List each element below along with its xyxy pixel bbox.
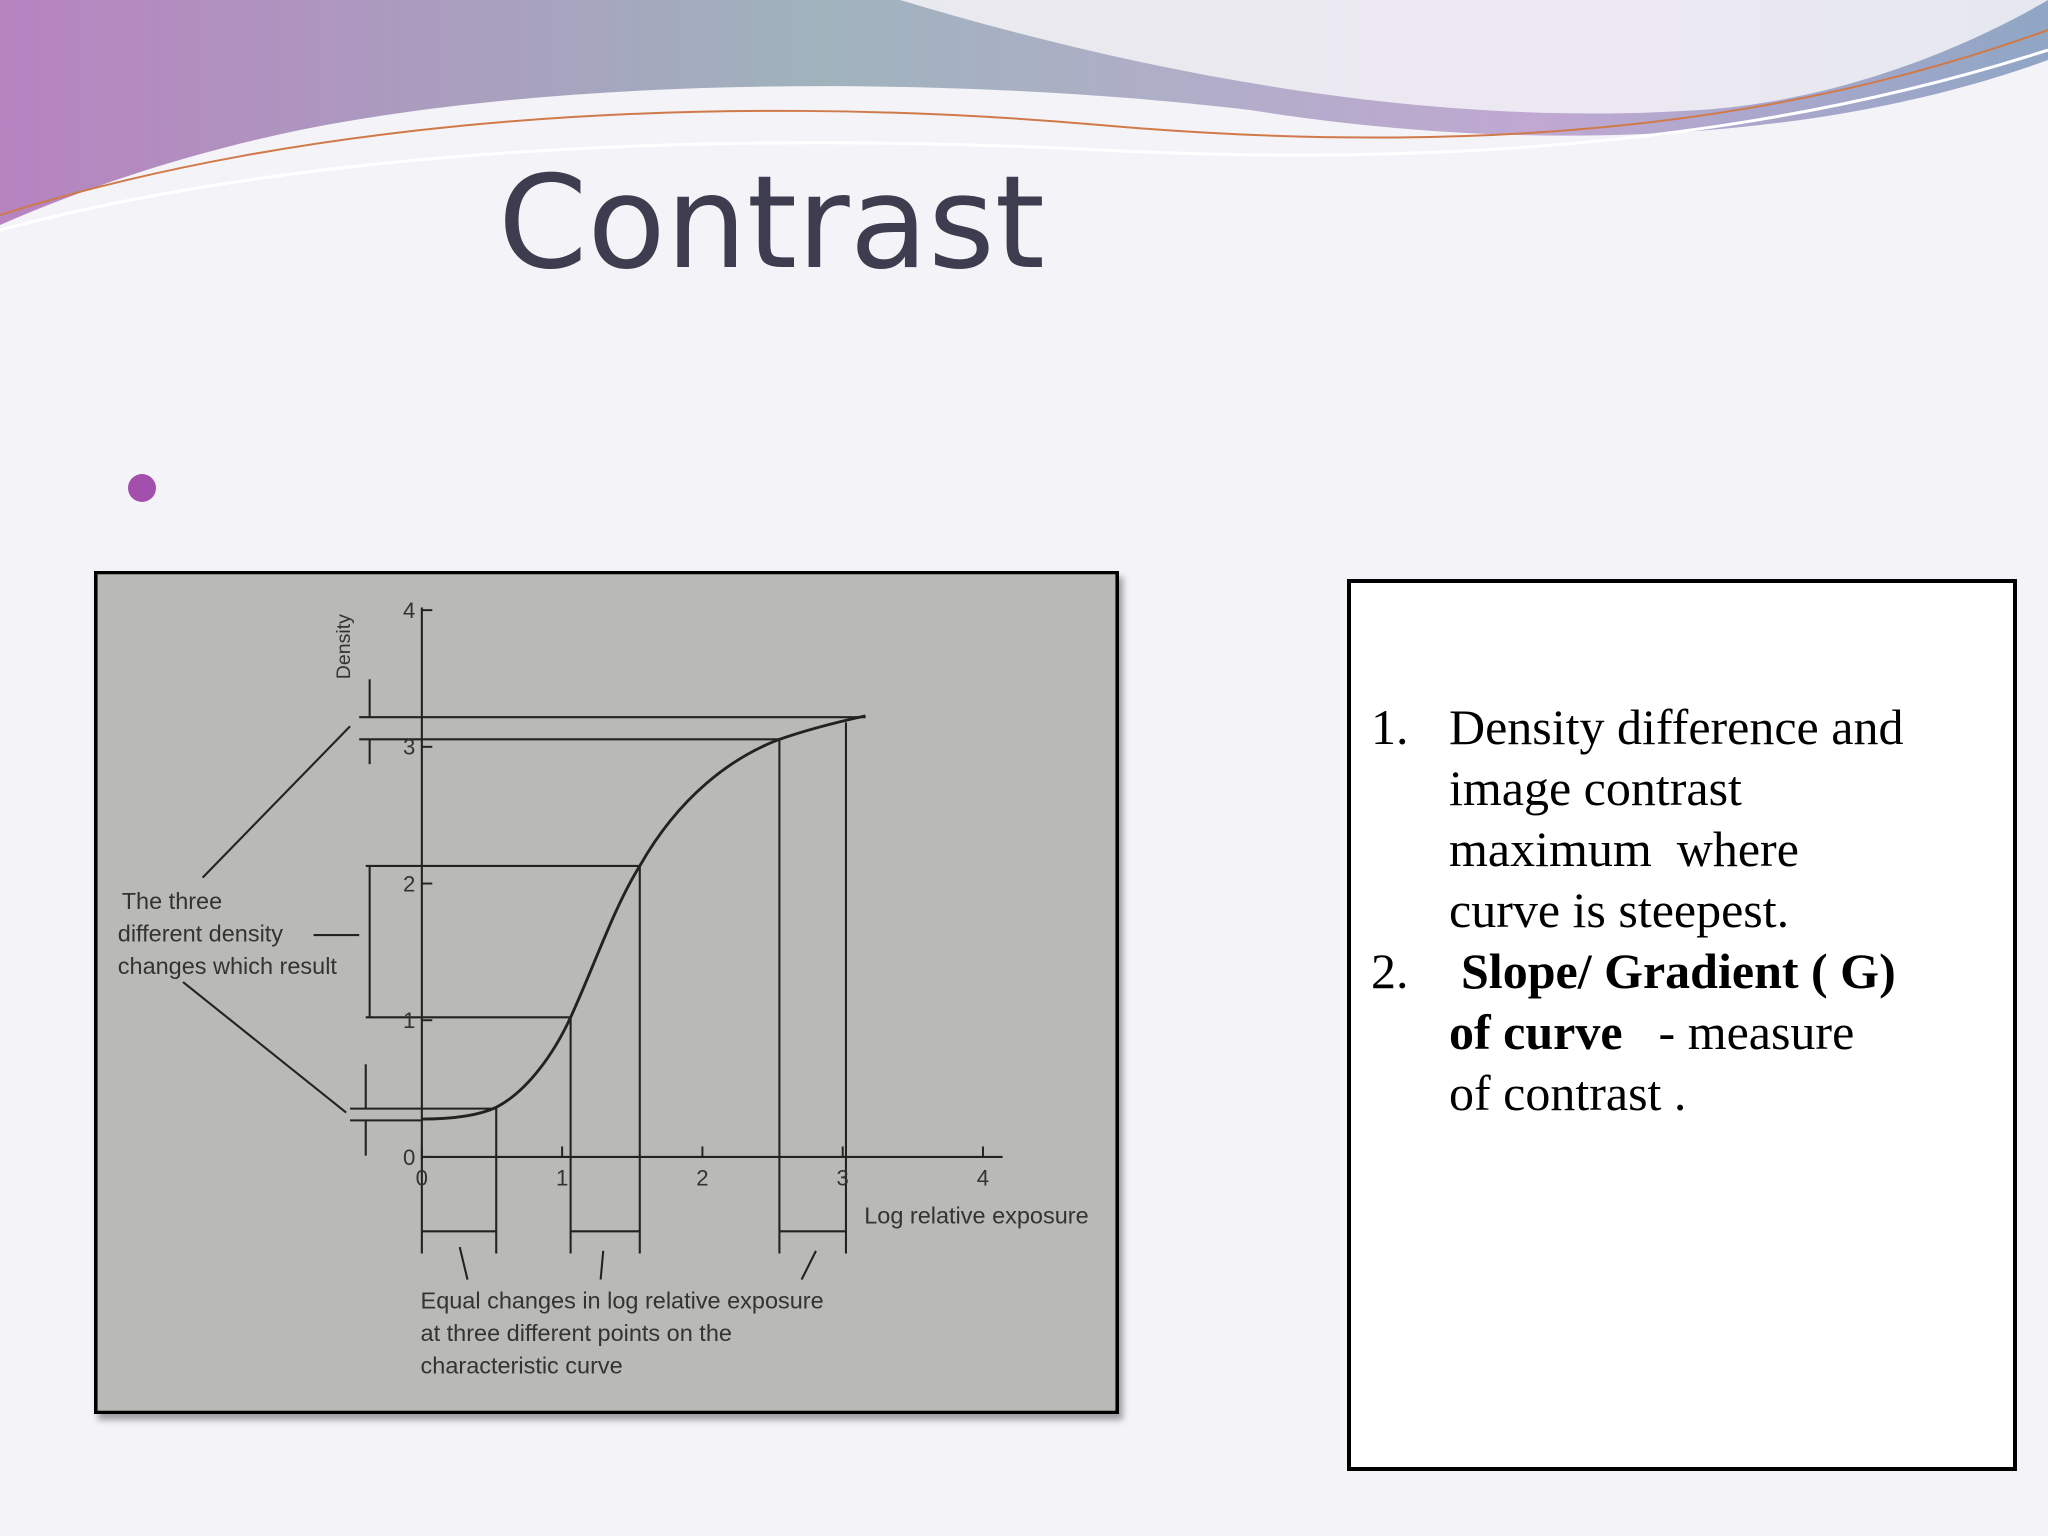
title: Contrast	[498, 149, 1045, 298]
text: - measure	[1658, 1004, 1855, 1060]
item-text: Density difference and image contrast maxi…	[1449, 697, 1903, 941]
figure: 0 1 2 3 4 0 1 2 3 4 Density Log relative exposure…	[94, 571, 1119, 1414]
left-note: The three	[122, 888, 222, 914]
text: image contrast	[1449, 760, 1742, 816]
text-line: curve is steepest.	[1449, 880, 1903, 941]
text-line: image contrast	[1449, 758, 1903, 819]
left-note: changes which result	[118, 953, 338, 979]
text: of contrast .	[1449, 1065, 1687, 1121]
item-number: 2.	[1371, 943, 1409, 999]
text-line: maximum where	[1449, 819, 1903, 880]
x-axis-label: Log relative exposure	[864, 1202, 1088, 1228]
bottom-note: Equal changes in log relative exposure	[421, 1287, 824, 1313]
y-tick-label: 0	[403, 1145, 415, 1170]
x-tick-label: 0	[416, 1166, 428, 1191]
y-tick-label: 2	[403, 871, 415, 896]
x-tick-label: 3	[837, 1166, 849, 1191]
bullet	[128, 474, 156, 502]
text: maximum where	[1449, 821, 1799, 877]
text-box: 1. Density difference and image contrast ma…	[1347, 579, 2017, 1471]
y-tick-label: 4	[403, 598, 415, 623]
y-axis-label: Density	[333, 614, 355, 679]
decoration	[0, 0, 2048, 232]
text: Density difference and	[1449, 699, 1904, 755]
y-tick-label: 1	[403, 1008, 415, 1033]
item-number: 1.	[1371, 699, 1409, 755]
bold-text: of curve	[1449, 1004, 1623, 1060]
text: curve is steepest.	[1449, 882, 1790, 938]
bottom-note: at three different points on the	[421, 1320, 732, 1346]
bold-text: Slope/ Gradient ( G)	[1461, 943, 1896, 999]
x-tick-label: 4	[977, 1166, 989, 1191]
text-line: of contrast .	[1449, 1063, 1896, 1124]
text-line: Slope/ Gradient ( G)	[1449, 941, 1896, 1002]
left-note: different density	[118, 921, 284, 947]
x-tick-label: 1	[556, 1166, 568, 1191]
text-line: of curve - measure	[1449, 1002, 1896, 1063]
bottom-note: characteristic curve	[421, 1353, 623, 1379]
x-tick-label: 2	[696, 1166, 708, 1191]
item-text: Slope/ Gradient ( G) of curve - measure of …	[1449, 941, 1896, 1124]
y-tick-label: 3	[403, 735, 415, 760]
text-line: Density difference and	[1449, 697, 1903, 758]
